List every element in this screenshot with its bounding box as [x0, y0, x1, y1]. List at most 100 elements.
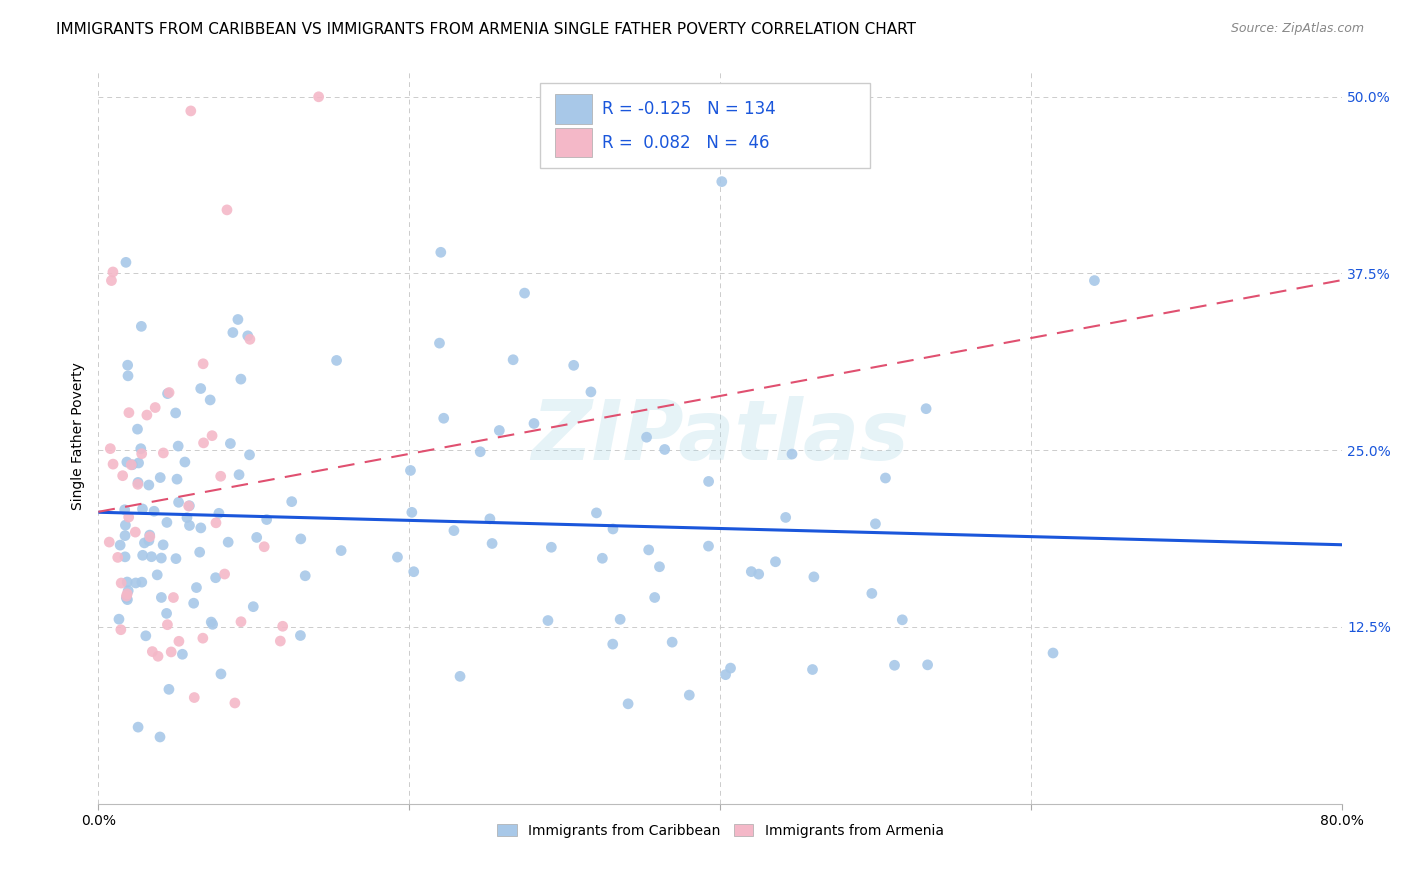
Point — [443, 524, 465, 538]
Point — [204, 571, 226, 585]
Point — [108, 612, 131, 626]
Point — [124, 525, 146, 540]
Point — [183, 596, 205, 610]
Point — [540, 541, 562, 555]
Point — [429, 336, 451, 351]
Point — [165, 406, 187, 420]
Point — [114, 549, 136, 564]
Point — [101, 457, 124, 471]
Point — [387, 550, 409, 565]
Point — [152, 446, 174, 460]
Point — [110, 576, 132, 591]
Point — [190, 521, 212, 535]
Point — [222, 326, 245, 340]
Point — [402, 565, 425, 579]
Point — [609, 612, 631, 626]
Point — [138, 528, 160, 542]
Point — [110, 623, 132, 637]
Point — [115, 455, 138, 469]
Point — [224, 696, 246, 710]
Point — [115, 574, 138, 589]
Point — [176, 510, 198, 524]
Point — [101, 265, 124, 279]
Point — [117, 368, 139, 383]
Point — [135, 629, 157, 643]
Point — [697, 539, 720, 553]
Text: R =  0.082   N =  46: R = 0.082 N = 46 — [602, 134, 769, 152]
Point — [117, 358, 139, 372]
Point — [246, 530, 269, 544]
Point — [256, 512, 278, 526]
Point — [449, 669, 471, 683]
Point — [562, 359, 585, 373]
Point — [141, 549, 163, 564]
Point — [131, 575, 153, 590]
Point — [156, 516, 179, 530]
Text: IMMIGRANTS FROM CARIBBEAN VS IMMIGRANTS FROM ARMENIA SINGLE FATHER POVERTY CORRE: IMMIGRANTS FROM CARIBBEAN VS IMMIGRANTS … — [56, 22, 917, 37]
Point — [191, 357, 214, 371]
Point — [801, 663, 824, 677]
Point — [177, 499, 200, 513]
Point — [290, 532, 312, 546]
Point — [579, 384, 602, 399]
Point — [290, 628, 312, 642]
Point — [155, 607, 177, 621]
Point — [146, 649, 169, 664]
Point — [117, 583, 139, 598]
Point — [114, 502, 136, 516]
Point — [193, 436, 215, 450]
Point — [186, 581, 208, 595]
Point — [139, 530, 162, 544]
Point — [219, 436, 242, 450]
Point — [780, 447, 803, 461]
Point — [115, 587, 138, 601]
Point — [678, 688, 700, 702]
Point — [166, 472, 188, 486]
Point — [172, 647, 194, 661]
Y-axis label: Single Father Poverty: Single Father Poverty — [72, 362, 86, 510]
Point — [883, 658, 905, 673]
Point — [191, 631, 214, 645]
Point — [915, 401, 938, 416]
Point — [167, 495, 190, 509]
Point — [236, 328, 259, 343]
Point — [697, 475, 720, 489]
Point — [115, 255, 138, 269]
Point — [173, 455, 195, 469]
Point — [107, 550, 129, 565]
Point — [179, 518, 201, 533]
Point — [115, 589, 138, 603]
Point — [143, 504, 166, 518]
Point — [430, 245, 453, 260]
FancyBboxPatch shape — [555, 128, 592, 158]
Point — [183, 690, 205, 705]
Point — [118, 406, 141, 420]
Point — [201, 617, 224, 632]
Point — [502, 352, 524, 367]
Point — [330, 543, 353, 558]
Point — [710, 175, 733, 189]
Point — [190, 382, 212, 396]
Point — [138, 533, 160, 548]
Point — [714, 667, 737, 681]
Point — [141, 644, 163, 658]
Point — [157, 385, 180, 400]
Point — [167, 439, 190, 453]
Point — [131, 549, 153, 563]
Text: Source: ZipAtlas.com: Source: ZipAtlas.com — [1230, 22, 1364, 36]
Point — [125, 576, 148, 591]
Point — [860, 586, 883, 600]
Point — [131, 319, 153, 334]
Point — [152, 538, 174, 552]
Point — [165, 551, 187, 566]
Point — [208, 506, 231, 520]
Point — [865, 516, 887, 531]
Point — [637, 542, 659, 557]
FancyBboxPatch shape — [540, 83, 869, 168]
Point — [100, 274, 122, 288]
Point — [1042, 646, 1064, 660]
Point — [720, 661, 742, 675]
Point — [198, 392, 221, 407]
Point — [115, 591, 138, 605]
Point — [478, 512, 501, 526]
